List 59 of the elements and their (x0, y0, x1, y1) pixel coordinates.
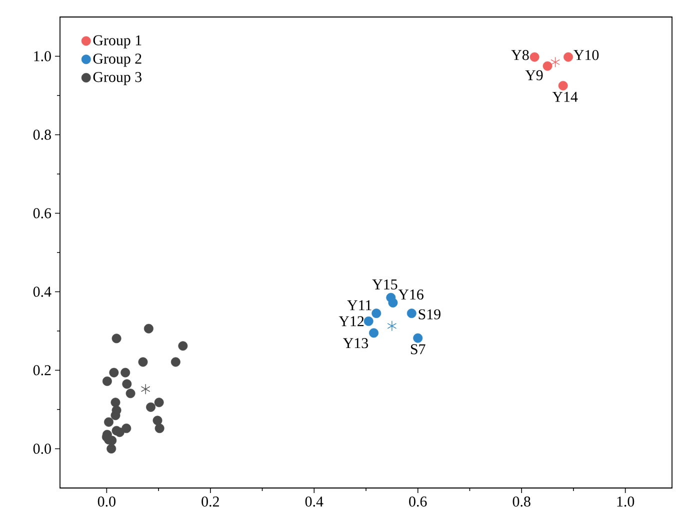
x-tick-label: 0.8 (512, 496, 530, 507)
point (140, 384, 150, 394)
point (120, 368, 130, 378)
x-tick-label: 0.4 (305, 496, 324, 507)
annotation: Y14 (552, 92, 578, 102)
x-tick-label: 0.6 (409, 496, 427, 507)
point (558, 80, 568, 90)
point (112, 334, 122, 344)
point (122, 424, 132, 434)
point (154, 424, 164, 434)
point (126, 388, 136, 398)
x-tick-label: 1.0 (617, 496, 634, 507)
legend-label: Group 2 (93, 54, 142, 67)
y-tick-label: 0.8 (33, 130, 51, 140)
point (530, 52, 540, 62)
annotation: S19 (418, 309, 440, 320)
point (550, 56, 560, 68)
annotation: Y9 (525, 70, 543, 80)
annotation: Y10 (574, 50, 599, 60)
point (364, 316, 374, 326)
point (110, 410, 120, 420)
point (102, 376, 112, 386)
point (406, 308, 416, 318)
point (146, 402, 156, 412)
point (372, 308, 382, 318)
y-tick-label: 0.6 (33, 208, 52, 218)
point (144, 324, 154, 334)
point (413, 333, 423, 343)
annotation: Y8 (511, 50, 529, 60)
point (110, 398, 120, 408)
point (104, 417, 114, 427)
annotation: Y12 (338, 316, 364, 326)
point (154, 398, 164, 408)
point (152, 416, 162, 426)
y-tick-label: 0.0 (33, 444, 51, 454)
point (114, 428, 124, 437)
annotation: Y11 (347, 300, 372, 310)
y-tick-label: 0.2 (33, 365, 51, 376)
x-tick-label: 0.2 (202, 496, 219, 507)
point (138, 357, 148, 367)
y-tick-label: 0.4 (33, 286, 52, 297)
annotation: Y13 (343, 338, 368, 348)
point (122, 379, 132, 389)
y-tick-label: 1.0 (34, 51, 51, 62)
legend-label: Group 1 (93, 35, 142, 48)
point (564, 52, 574, 62)
point (388, 298, 398, 308)
point (387, 320, 397, 332)
point (369, 328, 379, 338)
annotation: Y16 (398, 290, 424, 300)
point (106, 444, 116, 454)
annotation: S7 (410, 344, 426, 354)
point (178, 341, 188, 351)
point (109, 368, 119, 378)
x-tick-label: 0.0 (98, 496, 116, 507)
annotation: Y15 (372, 279, 398, 290)
legend-label: Group 3 (93, 72, 142, 86)
point (170, 357, 180, 367)
point (542, 61, 552, 71)
